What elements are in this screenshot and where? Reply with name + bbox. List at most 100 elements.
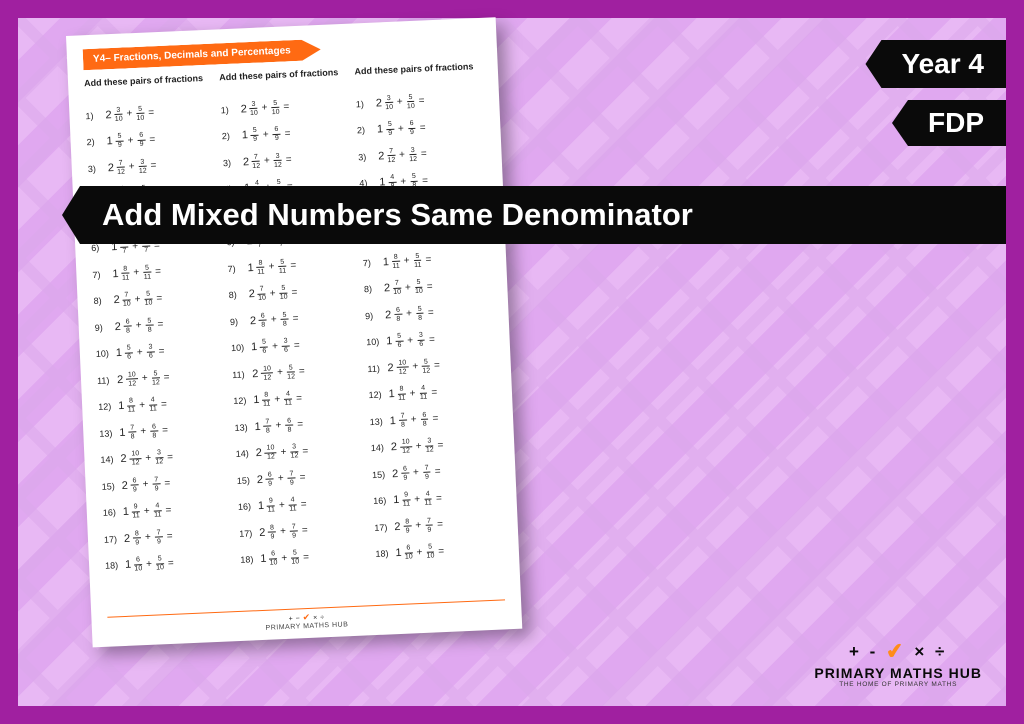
problem-row: 10)156+36= bbox=[95, 339, 223, 364]
problem-expression: 21012+512= bbox=[117, 369, 172, 387]
problem-row: 11)21012+512= bbox=[97, 365, 225, 390]
problem-row: 15)269+79= bbox=[372, 460, 500, 485]
problem-expression: 21012+312= bbox=[120, 449, 175, 467]
problem-expression: 1911+411= bbox=[122, 502, 173, 520]
problem-row: 17)289+79= bbox=[239, 518, 367, 543]
problem-expression: 1811+411= bbox=[253, 390, 304, 408]
problem-expression: 159+69= bbox=[377, 119, 428, 137]
problem-number: 3) bbox=[358, 151, 378, 162]
problem-expression: 21012+512= bbox=[252, 363, 307, 381]
problem-row: 2)159+69= bbox=[221, 121, 349, 146]
worksheet-banner: Y4– Fractions, Decimals and Percentages bbox=[83, 39, 322, 70]
problem-number: 9) bbox=[230, 316, 250, 327]
problem-expression: 21012+512= bbox=[387, 357, 442, 375]
problem-expression: 1811+511= bbox=[247, 258, 298, 276]
problem-row: 13)178+68= bbox=[99, 418, 227, 443]
problem-number: 16) bbox=[238, 501, 258, 512]
problem-row: 14)21012+312= bbox=[371, 433, 499, 458]
problem-number: 18) bbox=[105, 560, 125, 571]
problem-row: 2)159+69= bbox=[357, 115, 485, 140]
problem-row: 11)21012+512= bbox=[367, 354, 495, 379]
problem-expression: 2712+312= bbox=[243, 152, 294, 170]
problem-number: 15) bbox=[372, 469, 392, 480]
problem-expression: 178+68= bbox=[254, 416, 305, 434]
problem-row: 14)21012+312= bbox=[235, 439, 363, 464]
problem-number: 10) bbox=[366, 336, 386, 347]
problem-expression: 2710+510= bbox=[384, 278, 435, 296]
problem-number: 17) bbox=[239, 528, 259, 539]
problem-number: 10) bbox=[96, 348, 116, 359]
worksheet-preview: Y4– Fractions, Decimals and Percentages … bbox=[66, 17, 522, 647]
problem-row: 8)2710+510= bbox=[93, 286, 221, 311]
problem-expression: 269+79= bbox=[121, 475, 172, 493]
problem-number: 2) bbox=[222, 130, 242, 141]
divide-icon: ÷ bbox=[935, 642, 947, 661]
problem-number: 14) bbox=[371, 442, 391, 453]
problem-number: 3) bbox=[223, 157, 243, 168]
worksheet-columns: Add these pairs of fractions 1) 2310+510=… bbox=[84, 61, 504, 583]
worksheet-col-2: Add these pairs of fractions 1)2310+510=… bbox=[219, 67, 368, 577]
problem-row: 8)2710+510= bbox=[364, 274, 492, 299]
problem-expression: 269+79= bbox=[392, 463, 443, 481]
problem-number: 14) bbox=[100, 454, 120, 465]
problem-row: 10)156+36= bbox=[366, 327, 494, 352]
problem-number: 7) bbox=[227, 263, 247, 274]
problem-number: 12) bbox=[233, 395, 253, 406]
problem-number: 2) bbox=[357, 125, 377, 136]
problem-row: 14)21012+312= bbox=[100, 445, 228, 470]
problem-expression: 2710+510= bbox=[248, 284, 299, 302]
problem-row: 10)156+36= bbox=[231, 333, 359, 358]
problem-number: 14) bbox=[236, 448, 256, 459]
problem-expression: 156+36= bbox=[386, 331, 437, 349]
footer-brand: PRIMARY MATHS HUB bbox=[265, 621, 348, 632]
problem-row: 9)268+58= bbox=[94, 312, 222, 337]
problem-row: 2)159+69= bbox=[86, 127, 214, 152]
times-icon: × bbox=[914, 642, 927, 661]
problem-number: 1) bbox=[220, 104, 240, 115]
problem-row: 18)1610+510= bbox=[240, 545, 368, 570]
problem-number: 11) bbox=[97, 375, 117, 386]
plus-icon: + bbox=[849, 642, 862, 661]
problem-row: 3)2712+312= bbox=[87, 154, 215, 179]
problem-expression: 159+69= bbox=[106, 131, 157, 149]
problem-row: 16)1911+411= bbox=[102, 498, 230, 523]
problem-number: 9) bbox=[365, 310, 385, 321]
problem-row: 15)269+79= bbox=[236, 465, 364, 490]
problem-number: 18) bbox=[375, 548, 395, 559]
problem-number: 12) bbox=[368, 389, 388, 400]
problem-number: 17) bbox=[374, 522, 394, 533]
logo-name: PRIMARY MATHS HUB bbox=[814, 665, 982, 681]
problem-expression: 159+69= bbox=[241, 125, 292, 143]
worksheet-col-3: Add these pairs of fractions 1)2310+510=… bbox=[354, 61, 503, 571]
problem-expression: 1811+511= bbox=[382, 252, 433, 270]
problem-row: 12)1811+411= bbox=[233, 386, 361, 411]
problem-number: 10) bbox=[231, 342, 251, 353]
plus-icon: + bbox=[289, 616, 294, 623]
year-label: Year 4 bbox=[865, 40, 1006, 88]
outer-frame: Y4– Fractions, Decimals and Percentages … bbox=[0, 0, 1024, 724]
problem-expression: 268+58= bbox=[250, 311, 301, 329]
column-heading: Add these pairs of fractions bbox=[354, 61, 482, 89]
problem-row: 16)1911+411= bbox=[373, 486, 501, 511]
problem-number: 13) bbox=[370, 416, 390, 427]
problem-row: 7)1811+511= bbox=[362, 248, 490, 273]
topic-text: FDP bbox=[928, 107, 984, 139]
problem-number: 13) bbox=[99, 428, 119, 439]
logo-tagline: THE HOME OF PRIMARY MATHS bbox=[814, 681, 982, 688]
problem-expression: 178+68= bbox=[119, 422, 170, 440]
inner-frame: Y4– Fractions, Decimals and Percentages … bbox=[18, 18, 1006, 706]
problem-number: 11) bbox=[367, 363, 387, 374]
logo-symbols: + - ✔ × ÷ bbox=[814, 638, 982, 663]
column-heading: Add these pairs of fractions bbox=[219, 67, 347, 95]
problem-number: 7) bbox=[363, 257, 383, 268]
problem-row: 7)1811+511= bbox=[227, 254, 355, 279]
problem-expression: 156+36= bbox=[251, 337, 302, 355]
problem-expression: 156+36= bbox=[116, 343, 167, 361]
problem-expression: 1911+411= bbox=[258, 496, 309, 514]
problem-row: 7)1811+511= bbox=[92, 260, 220, 285]
times-icon: × bbox=[313, 615, 318, 622]
problem-expression: 2310+510= bbox=[105, 105, 156, 123]
problem-row: 15)269+79= bbox=[101, 471, 229, 496]
problem-row: 9)268+58= bbox=[230, 307, 358, 332]
problem-number: 16) bbox=[373, 495, 393, 506]
